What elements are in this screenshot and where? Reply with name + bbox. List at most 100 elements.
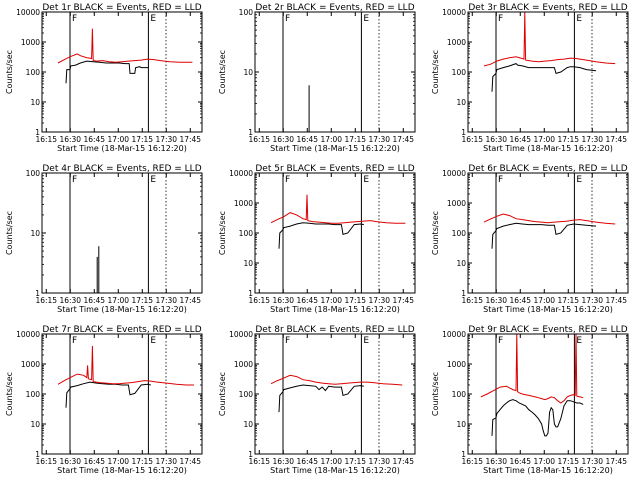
marker-label: F: [72, 14, 77, 24]
y-tick-label: 1: [35, 450, 40, 459]
x-tick-label: 17:00: [533, 457, 555, 466]
y-tick-label: 100: [26, 169, 41, 178]
x-tick-label: 16:45: [83, 296, 105, 305]
series-line-events: [278, 222, 364, 249]
x-tick-label: 17:00: [533, 135, 555, 144]
marker-label: E: [150, 336, 156, 346]
marker-label: F: [72, 175, 77, 185]
series-line-events: [65, 381, 151, 408]
y-tick-label: 10: [30, 420, 40, 429]
marker-label: F: [498, 14, 503, 24]
x-tick-label: 16:45: [509, 457, 531, 466]
x-tick-label: 17:45: [179, 135, 201, 144]
y-axis-label: Counts/sec: [431, 211, 440, 255]
marker-label: E: [576, 175, 582, 185]
x-tick-label: 16:15: [461, 296, 483, 305]
panel-title: Det 8r BLACK = Events, RED = LLD: [255, 325, 414, 335]
x-tick-label: 16:15: [461, 135, 483, 144]
x-tick-label: 17:30: [581, 135, 603, 144]
plot-frame: [467, 11, 629, 133]
y-tick-label: 10: [456, 98, 466, 107]
y-axis-label: Counts/sec: [5, 211, 14, 255]
x-axis-label: Start Time (18-Mar-15 16:12:20): [57, 305, 187, 314]
x-tick-label: 17:15: [131, 457, 153, 466]
x-tick-label: 16:15: [461, 457, 483, 466]
panel-title: Det 5r BLACK = Events, RED = LLD: [255, 164, 414, 174]
x-tick-label: 16:45: [296, 135, 318, 144]
x-tick-label: 17:15: [344, 135, 366, 144]
x-tick-label: 17:15: [557, 457, 579, 466]
y-tick-label: 1000: [447, 199, 466, 208]
panel-title: Det 2r BLACK = Events, RED = LLD: [255, 3, 414, 13]
y-tick-label: 10000: [442, 330, 466, 339]
x-tick-label: 16:15: [248, 296, 270, 305]
y-axis-label: Counts/sec: [431, 50, 440, 94]
series-line-lld: [480, 334, 584, 404]
x-tick-label: 16:15: [35, 457, 57, 466]
y-tick-label: 1000: [447, 38, 466, 47]
x-tick-label: 17:30: [368, 296, 390, 305]
x-tick-label: 16:45: [509, 296, 531, 305]
x-tick-label: 17:15: [344, 296, 366, 305]
x-tick-label: 17:30: [368, 457, 390, 466]
x-tick-label: 16:15: [248, 457, 270, 466]
y-axis-label: Counts/sec: [218, 50, 227, 94]
y-tick-label: 1: [461, 450, 466, 459]
x-tick-label: 17:00: [320, 135, 342, 144]
x-axis-label: Start Time (18-Mar-15 16:12:20): [270, 305, 400, 314]
x-axis-label: Start Time (18-Mar-15 16:12:20): [57, 144, 187, 153]
x-tick-label: 16:45: [509, 135, 531, 144]
marker-label: E: [363, 336, 369, 346]
series-line-lld: [57, 345, 194, 386]
x-tick-label: 16:30: [272, 296, 294, 305]
series-line-events: [491, 399, 584, 437]
marker-label: F: [498, 336, 503, 346]
x-tick-label: 17:30: [155, 296, 177, 305]
x-tick-label: 17:00: [533, 296, 555, 305]
x-tick-label: 16:30: [59, 135, 81, 144]
y-tick-label: 10000: [16, 330, 40, 339]
x-tick-label: 17:00: [320, 457, 342, 466]
x-tick-label: 16:30: [272, 135, 294, 144]
x-tick-label: 17:00: [107, 135, 129, 144]
marker-label: E: [150, 14, 156, 24]
marker-label: E: [576, 336, 582, 346]
y-tick-label: 100: [26, 390, 41, 399]
x-axis-label: Start Time (18-Mar-15 16:12:20): [483, 466, 613, 475]
x-tick-label: 16:45: [83, 135, 105, 144]
x-tick-label: 17:15: [131, 296, 153, 305]
y-tick-label: 10: [456, 420, 466, 429]
panel-title: Det 3r BLACK = Events, RED = LLD: [468, 3, 627, 13]
marker-label: E: [363, 175, 369, 185]
x-tick-label: 16:30: [59, 296, 81, 305]
y-tick-label: 10: [243, 68, 253, 77]
panel-title: Det 6r BLACK = Events, RED = LLD: [468, 164, 627, 174]
y-tick-label: 1: [461, 128, 466, 137]
series-line-events: [96, 246, 100, 293]
x-tick-label: 16:15: [35, 135, 57, 144]
x-tick-label: 16:30: [59, 457, 81, 466]
y-axis-label: Counts/sec: [5, 372, 14, 416]
plot-frame: [41, 172, 203, 294]
y-tick-label: 10: [456, 259, 466, 268]
y-axis-label: Counts/sec: [431, 372, 440, 416]
x-tick-label: 17:00: [107, 296, 129, 305]
x-tick-label: 17:30: [155, 135, 177, 144]
y-tick-label: 100: [239, 390, 254, 399]
x-tick-label: 17:45: [392, 296, 414, 305]
x-tick-label: 16:30: [485, 135, 507, 144]
x-tick-label: 16:15: [248, 135, 270, 144]
x-tick-label: 17:45: [605, 135, 627, 144]
series-line-lld: [270, 374, 403, 386]
y-tick-label: 1000: [21, 360, 40, 369]
y-tick-label: 100: [452, 229, 467, 238]
y-tick-label: 1000: [234, 360, 253, 369]
plot-frame: [254, 172, 416, 294]
x-axis-label: Start Time (18-Mar-15 16:12:20): [270, 144, 400, 153]
plot-frame: [467, 333, 629, 455]
